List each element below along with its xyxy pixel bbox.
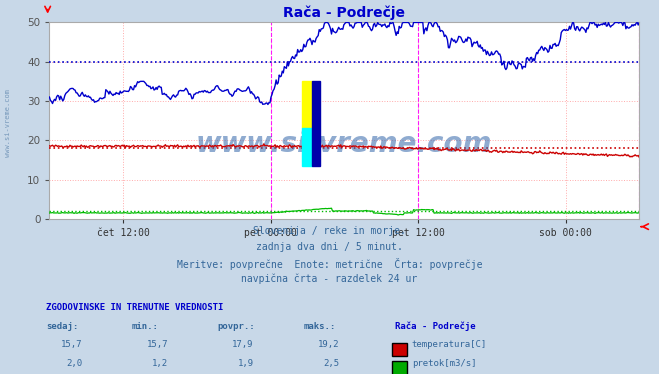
Text: 15,7: 15,7 — [146, 340, 168, 349]
Text: 19,2: 19,2 — [318, 340, 339, 349]
Text: 1,9: 1,9 — [238, 359, 254, 368]
Text: sedaj:: sedaj: — [46, 322, 78, 331]
Text: 2,5: 2,5 — [324, 359, 339, 368]
Text: pretok[m3/s]: pretok[m3/s] — [412, 359, 476, 368]
Text: www.si-vreme.com: www.si-vreme.com — [196, 130, 492, 158]
Text: Meritve: povprečne  Enote: metrične  Črta: povprečje: Meritve: povprečne Enote: metrične Črta:… — [177, 258, 482, 270]
Text: min.:: min.: — [132, 322, 159, 331]
Text: povpr.:: povpr.: — [217, 322, 255, 331]
Text: Slovenija / reke in morje.: Slovenija / reke in morje. — [253, 226, 406, 236]
Text: ZGODOVINSKE IN TRENUTNE VREDNOSTI: ZGODOVINSKE IN TRENUTNE VREDNOSTI — [46, 303, 223, 312]
Text: temperatura[C]: temperatura[C] — [412, 340, 487, 349]
Text: maks.:: maks.: — [303, 322, 335, 331]
Text: 1,2: 1,2 — [152, 359, 168, 368]
Bar — [312, 82, 320, 166]
Bar — [302, 128, 312, 166]
Text: 17,9: 17,9 — [232, 340, 254, 349]
Title: Rača - Podrečje: Rača - Podrečje — [283, 5, 405, 20]
Bar — [302, 82, 312, 128]
Text: www.si-vreme.com: www.si-vreme.com — [5, 89, 11, 157]
Text: 2,0: 2,0 — [67, 359, 82, 368]
Text: navpična črta - razdelek 24 ur: navpična črta - razdelek 24 ur — [241, 273, 418, 284]
Text: Rača - Podrečje: Rača - Podrečje — [395, 322, 476, 331]
Text: zadnja dva dni / 5 minut.: zadnja dva dni / 5 minut. — [256, 242, 403, 252]
Text: 15,7: 15,7 — [61, 340, 82, 349]
